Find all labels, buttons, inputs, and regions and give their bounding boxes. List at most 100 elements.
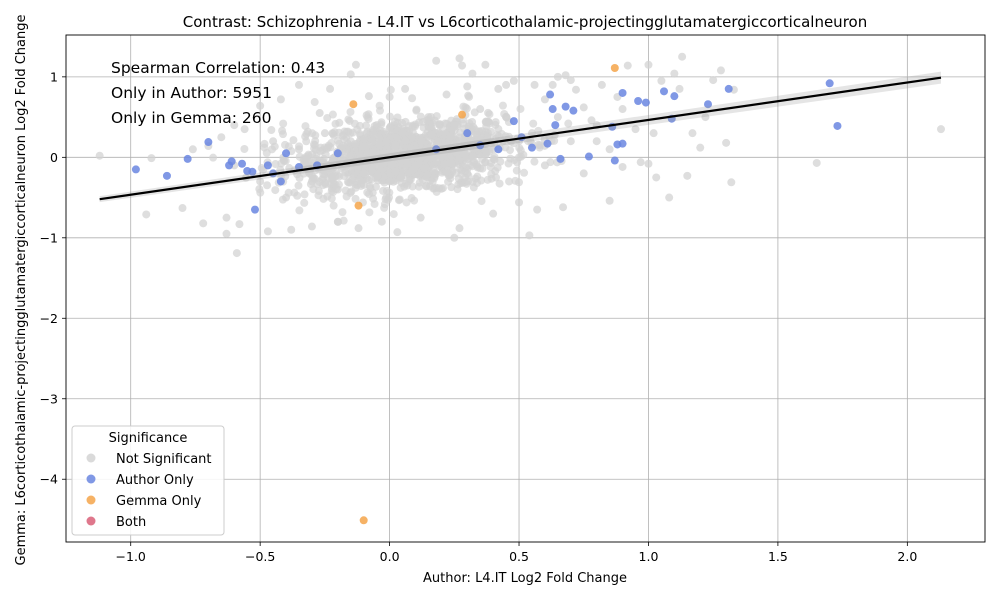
cloud-point — [348, 176, 357, 185]
point-not-significant — [502, 80, 511, 89]
point-author-only — [569, 106, 578, 115]
cloud-point — [427, 130, 436, 139]
cloud-point — [304, 151, 313, 160]
point-author-only — [494, 145, 503, 154]
point-not-significant — [199, 219, 208, 228]
cloud-point — [319, 194, 328, 203]
cloud-point — [408, 94, 417, 103]
point-not-significant — [605, 196, 614, 205]
point-not-significant — [424, 113, 433, 122]
cloud-point — [447, 183, 456, 192]
annotation-spearman: Spearman Correlation: 0.43 — [111, 59, 325, 77]
point-author-only — [618, 88, 627, 97]
point-not-significant — [256, 177, 265, 186]
point-not-significant — [351, 60, 360, 69]
cloud-point — [469, 152, 478, 161]
point-not-significant — [235, 220, 244, 229]
plot-frame — [65, 34, 986, 543]
point-not-significant — [592, 137, 601, 146]
cloud-point — [366, 184, 375, 193]
point-not-significant — [652, 173, 661, 182]
cloud-point — [300, 190, 309, 199]
legend-label: Gemma Only — [116, 494, 202, 509]
cloud-point — [401, 136, 410, 145]
point-not-significant — [527, 129, 536, 138]
cloud-point — [429, 166, 438, 175]
point-gemma-only — [610, 63, 619, 72]
cloud-point — [319, 181, 328, 190]
cloud-point — [335, 118, 344, 127]
cloud-point — [385, 193, 394, 202]
cloud-point — [535, 141, 544, 150]
point-author-only — [659, 87, 668, 96]
annotation-block: Spearman Correlation: 0.43 Only in Autho… — [111, 59, 325, 127]
cloud-point — [382, 186, 391, 195]
point-not-significant — [936, 125, 945, 134]
point-not-significant — [688, 129, 697, 138]
point-not-significant — [188, 145, 197, 154]
annotation-only-author: Only in Author: 5951 — [111, 84, 272, 102]
cloud-point — [407, 144, 416, 153]
point-not-significant — [579, 103, 588, 112]
x-tick-label: −1.0 — [116, 549, 146, 564]
regression-line-layer — [99, 71, 942, 203]
cloud-point — [352, 161, 361, 170]
legend-label: Not Significant — [116, 452, 212, 467]
legend-marker — [86, 474, 96, 484]
point-not-significant — [722, 138, 731, 147]
point-not-significant — [217, 133, 226, 142]
point-not-significant — [401, 84, 410, 93]
point-not-significant — [709, 76, 718, 85]
y-axis-title: Gemma: L6corticothalamic-projectinggluta… — [14, 15, 29, 566]
cloud-point — [373, 171, 382, 180]
cloud-point — [504, 159, 513, 168]
point-not-significant — [442, 90, 451, 99]
point-author-only — [263, 161, 272, 170]
cloud-point — [498, 101, 507, 110]
cloud-point — [362, 121, 371, 130]
point-not-significant — [605, 145, 614, 154]
cloud-point — [271, 160, 280, 169]
cloud-point — [394, 196, 403, 205]
point-not-significant — [548, 80, 557, 89]
cloud-point — [486, 162, 495, 171]
cloud-point — [440, 160, 449, 169]
point-author-only — [825, 79, 834, 88]
cloud-point — [328, 110, 337, 119]
legend: Significance Not Significant Author Only G… — [71, 425, 225, 536]
point-not-significant — [326, 84, 335, 93]
cloud-point — [316, 147, 325, 156]
cloud-point — [380, 149, 389, 158]
cloud-point — [364, 114, 373, 123]
point-not-significant — [618, 105, 627, 114]
cloud-point — [501, 143, 510, 152]
point-not-significant — [178, 204, 187, 213]
point-not-significant — [294, 80, 303, 89]
cloud-point — [453, 185, 462, 194]
point-not-significant — [481, 60, 490, 69]
point-not-significant — [142, 210, 151, 219]
cloud-point — [468, 162, 477, 171]
cloud-point — [564, 119, 573, 128]
cloud-point — [423, 170, 432, 179]
point-author-only — [333, 149, 342, 158]
cloud-point — [280, 156, 289, 165]
cloud-point — [529, 119, 538, 128]
point-not-significant — [489, 209, 498, 218]
cloud-point — [328, 156, 337, 165]
cloud-point — [485, 110, 494, 119]
cloud-point — [520, 168, 529, 177]
cloud-point — [271, 186, 280, 195]
point-author-only — [584, 152, 593, 161]
cloud-point — [391, 140, 400, 149]
point-not-significant — [354, 224, 363, 233]
cloud-point — [534, 126, 543, 135]
point-gemma-only — [359, 516, 368, 525]
cloud-point — [209, 153, 218, 162]
point-not-significant — [644, 60, 653, 69]
cloud-point — [436, 120, 445, 129]
cloud-point — [289, 136, 298, 145]
point-author-only — [548, 105, 557, 114]
point-author-only — [527, 143, 536, 152]
